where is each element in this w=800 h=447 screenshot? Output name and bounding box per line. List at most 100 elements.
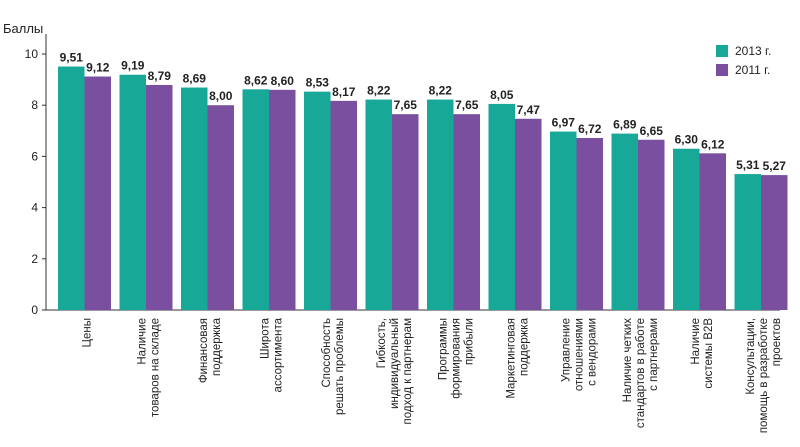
category-label-line: Консультации, — [745, 318, 757, 395]
data-label: 6,12 — [701, 137, 725, 151]
data-label: 6,89 — [613, 118, 637, 132]
legend: 2013 г. 2011 г. — [716, 44, 771, 77]
y-tick-label: 0 — [31, 303, 38, 317]
category-label: Широта ассортимента — [260, 317, 285, 392]
data-label: 8,00 — [209, 89, 233, 103]
category-label-line: системы B2B — [703, 318, 715, 389]
category-label: Маркетинговая поддержка — [506, 317, 531, 398]
data-label: 6,97 — [552, 116, 576, 130]
data-label: 9,19 — [121, 59, 145, 73]
category-label: Наличие товаров на складе — [137, 318, 162, 417]
bar-series-1 — [365, 99, 392, 311]
bar-series-1 — [427, 99, 454, 311]
category-label: Управление отношениями с вендорами — [561, 318, 599, 391]
data-label: 8,62 — [244, 73, 268, 87]
category-label-line: Финансовая — [198, 318, 210, 383]
data-label: 8,53 — [306, 76, 330, 90]
data-label: 8,17 — [332, 85, 356, 99]
category-label: Финансовая поддержка — [198, 317, 223, 383]
bar-series-1 — [181, 87, 208, 310]
category-label-line: решать проблемы — [334, 318, 346, 415]
bar-series-2 — [638, 139, 665, 310]
category-label-line: индивидуальный — [389, 318, 401, 409]
data-label: 8,69 — [183, 72, 207, 86]
bar-series-2 — [392, 114, 419, 310]
category-label-line: отношениями — [574, 318, 586, 391]
category-label: Наличие четких стандартов в работе с партн… — [622, 318, 660, 428]
data-label: 6,30 — [675, 133, 699, 147]
category-label: Программы формирования прибыли — [438, 318, 476, 399]
category-label-line: поддержка — [211, 317, 223, 376]
data-label: 5,31 — [736, 158, 760, 172]
category-label-line: Широта — [260, 317, 272, 359]
legend-swatch — [716, 64, 728, 76]
legend-label: 2013 г. — [735, 44, 771, 58]
category-label-line: Способность — [321, 318, 333, 388]
y-tick-label: 8 — [31, 98, 38, 112]
y-tick-label: 10 — [25, 47, 39, 61]
bar-series-1 — [611, 133, 638, 310]
bar-series-2 — [576, 137, 603, 310]
category-label-line: Управление — [561, 318, 573, 382]
data-label: 9,51 — [60, 51, 84, 65]
category-label-line: Наличие — [690, 318, 702, 365]
category-label-line: стандартов в работе — [635, 318, 647, 428]
bar-series-2 — [207, 105, 234, 310]
data-label: 5,27 — [763, 159, 787, 173]
bar-series-2 — [146, 84, 173, 310]
category-label: Способность решать проблемы — [321, 318, 346, 415]
data-label: 7,65 — [394, 98, 418, 112]
data-label: 6,72 — [578, 122, 602, 136]
category-labels-group: Цены Наличие товаров на складе Финансовая по… — [82, 317, 784, 433]
category-label-line: с вендорами — [587, 318, 599, 386]
category-label-line: Маркетинговая — [506, 318, 518, 399]
category-label-line: помощь в разработке — [758, 318, 770, 433]
data-label: 8,22 — [367, 84, 391, 98]
category-label-line: Гибкость, — [376, 318, 388, 368]
category-label-line: Цены — [82, 318, 94, 348]
bar-series-1 — [58, 66, 85, 310]
bar-series-1 — [242, 89, 269, 310]
data-label: 7,47 — [517, 103, 541, 117]
bar-series-1 — [119, 74, 146, 311]
category-label-line: ассортимента — [273, 317, 285, 392]
category-label: Цены — [82, 318, 94, 348]
bars-group — [58, 66, 788, 311]
bar-series-1 — [734, 174, 761, 310]
bar-series-2 — [269, 89, 296, 310]
category-label-line: Наличие четких — [622, 318, 634, 403]
category-label-line: формирования — [451, 318, 463, 399]
y-tick-label: 4 — [31, 201, 38, 215]
bar-series-1 — [488, 103, 515, 310]
data-label: 8,22 — [429, 84, 453, 98]
legend-label: 2011 г. — [735, 63, 770, 77]
data-label: 7,65 — [455, 98, 479, 112]
bar-series-1 — [673, 148, 700, 310]
category-label-line: с партнерами — [648, 318, 660, 391]
category-label: Консультации, помощь в разработке проектов — [745, 318, 783, 433]
bar-series-2 — [330, 100, 357, 311]
category-label-line: товаров на складе — [150, 318, 162, 417]
data-label: 8,79 — [148, 69, 172, 83]
bar-series-2 — [453, 114, 480, 310]
category-label-line: Наличие — [137, 318, 149, 365]
data-label: 9,12 — [86, 61, 110, 75]
bar-series-2 — [699, 153, 726, 310]
bar-series-2 — [515, 118, 542, 310]
bar-series-1 — [304, 91, 331, 310]
category-label-line: поддержка — [519, 317, 531, 376]
bar-series-2 — [761, 175, 788, 310]
category-label: Наличие системы B2B — [690, 318, 715, 389]
data-label: 6,65 — [640, 124, 664, 138]
data-label: 8,60 — [271, 74, 295, 88]
y-tick-label: 6 — [31, 149, 38, 163]
category-label-line: проектов — [771, 318, 783, 366]
category-label-line: подход к партнерам — [402, 318, 414, 425]
y-axis-label: Баллы — [3, 21, 43, 36]
category-label-line: Программы — [438, 318, 450, 380]
category-label-line: прибыли — [464, 318, 476, 365]
bar-series-1 — [550, 131, 577, 310]
category-label: Гибкость, индивидуальный подход к партнера… — [376, 318, 414, 425]
data-labels-group: 9,51 9,19 8,69 8,62 8,53 8,22 8,22 8,05 6,97 6,89… — [60, 51, 787, 174]
